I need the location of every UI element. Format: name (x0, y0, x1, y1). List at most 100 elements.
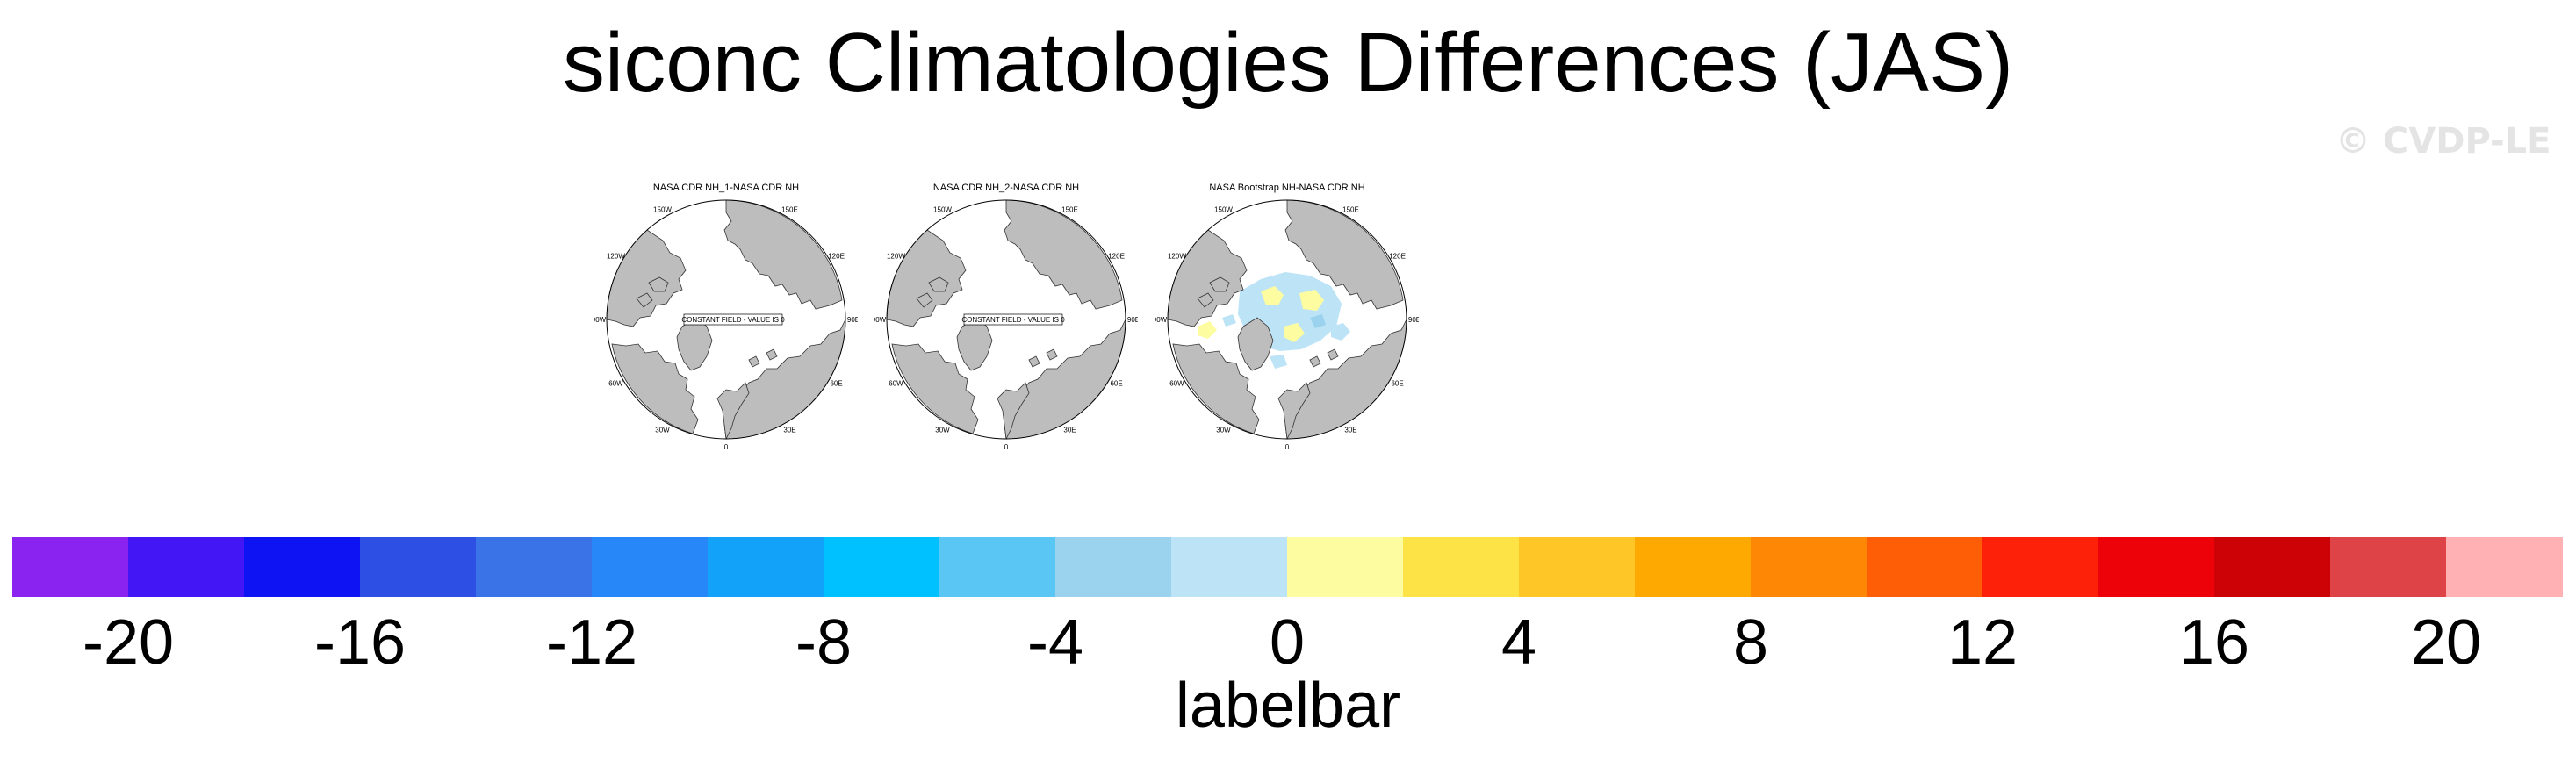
longitude-label: 30W (1216, 427, 1231, 434)
longitude-label: 150E (1342, 205, 1359, 213)
constant-field-box (683, 313, 783, 326)
panel-title: NASA CDR NH_2-NASA CDR NH (932, 183, 1080, 193)
map-border (886, 199, 1126, 440)
colorbar-tick-label: -12 (545, 607, 638, 678)
longitude-label: 60W (889, 380, 903, 388)
land-mass (1284, 200, 1404, 310)
anomaly-patch (1284, 323, 1305, 342)
colorbar-box (1867, 537, 1983, 597)
longitude-label: 90W (1155, 316, 1168, 324)
land-layer (1168, 200, 1407, 439)
colorbar (12, 537, 2563, 597)
land-mass (723, 200, 843, 310)
land-mass (1309, 355, 1321, 368)
longitude-label: 120E (1389, 253, 1406, 261)
colorbar-box (592, 537, 709, 597)
anomaly-patch (1299, 290, 1324, 311)
land-mass (716, 382, 750, 439)
longitude-label: 90E (1408, 316, 1419, 324)
colorbar-box (708, 537, 824, 597)
polar-map: 180 150E 120E 90E 60E 30E 0 30W 60W 90W 120W 150W CO… (594, 195, 858, 451)
longitude-label: 30W (935, 427, 950, 434)
anomaly-patch (1270, 355, 1287, 369)
land-mass (1028, 355, 1040, 368)
panel-title: NASA Bootstrap NH-NASA CDR NH (1209, 183, 1365, 193)
land-mass (916, 292, 933, 308)
map-panel-2: NASA CDR NH_2-NASA CDR NH 180 150E 120E 90E… (874, 183, 1138, 463)
longitude-label: 30W (655, 427, 670, 434)
land-mass (636, 292, 653, 308)
land-mass (1277, 382, 1311, 439)
constant-field-label: CONSTANT FIELD - VALUE IS 0 (681, 316, 785, 324)
longitude-label: 30E (1063, 427, 1076, 434)
longitude-label: 90W (874, 316, 887, 324)
colorbar-tick-label: -20 (82, 607, 175, 678)
longitude-label: 120E (828, 253, 845, 261)
colorbar-box (1171, 537, 1288, 597)
longitude-label: 180 (1000, 195, 1012, 197)
land-mass (1237, 317, 1274, 371)
colorbar-box (2446, 537, 2563, 597)
land-mass (1046, 348, 1058, 361)
colorbar-box (939, 537, 1056, 597)
colorbar-box (128, 537, 245, 597)
anomaly-patch (1198, 321, 1217, 339)
anomaly-patch (1222, 314, 1236, 327)
colorbar-box (476, 537, 593, 597)
colorbar-box (1287, 537, 1404, 597)
colorbar-box (2214, 537, 2331, 597)
colorbar-box (1403, 537, 1520, 597)
colorbar-box (244, 537, 361, 597)
colorbar-box (1751, 537, 1867, 597)
longitude-label: 120W (887, 253, 905, 261)
colorbar-box (2098, 537, 2215, 597)
longitude-label: 0 (724, 443, 729, 451)
land-mass (1004, 200, 1123, 310)
watermark: © CVDP-LE (2335, 121, 2551, 162)
colorbar-tick-label: -8 (795, 607, 853, 678)
land-mass (997, 382, 1030, 439)
colorbar-tick-label: 20 (2410, 607, 2482, 678)
constant-field-label: CONSTANT FIELD - VALUE IS 0 (961, 316, 1065, 324)
anomaly-patch (1331, 323, 1350, 341)
colorbar-tick-label: 16 (2178, 607, 2250, 678)
map-panel-1: NASA CDR NH_1-NASA CDR NH 180 150E 120E 90E… (594, 183, 858, 463)
land-mass (1197, 292, 1214, 308)
land-mass (1172, 343, 1260, 434)
longitude-label: 150W (933, 205, 952, 213)
colorbar-box (360, 537, 477, 597)
colorbar-box (1635, 537, 1752, 597)
land-mass (891, 343, 979, 434)
longitude-label: 150W (1214, 205, 1233, 213)
land-mass (1209, 276, 1230, 292)
colorbar-title: labelbar (1175, 671, 1401, 741)
longitude-label: 30E (1344, 427, 1356, 434)
longitude-label: 150W (653, 205, 672, 213)
longitude-label: 60E (1110, 380, 1122, 388)
longitude-label: 90W (594, 316, 607, 324)
panel-title: NASA CDR NH_1-NASA CDR NH (652, 183, 800, 193)
map-border (606, 199, 846, 440)
colorbar-tick-label: 0 (1269, 607, 1306, 678)
longitude-label: 120W (607, 253, 625, 261)
longitude-label: 60E (830, 380, 842, 388)
colorbar-tick-label: -16 (313, 607, 407, 678)
colorbar-box (2330, 537, 2447, 597)
polar-map: 180 150E 120E 90E 60E 30E 0 30W 60W 90W 120W 150W CO… (874, 195, 1138, 451)
land-mass (1327, 348, 1339, 361)
colorbar-tick-label: -4 (1026, 607, 1084, 678)
longitude-label: 90E (1127, 316, 1138, 324)
longitude-label: 120E (1108, 253, 1125, 261)
longitude-label: 60W (1169, 380, 1184, 388)
polar-map: 180 150E 120E 90E 60E 30E 0 30W 60W 90W 120W 150W (1155, 195, 1419, 451)
colorbar-tick-label: 4 (1500, 607, 1537, 678)
longitude-label: 60E (1391, 380, 1403, 388)
longitude-label: 0 (1004, 443, 1009, 451)
constant-field-box (963, 313, 1063, 326)
colorbar-box (1055, 537, 1172, 597)
land-mass (928, 276, 949, 292)
longitude-label: 60W (608, 380, 623, 388)
land-layer (607, 200, 845, 439)
longitude-label: 180 (720, 195, 732, 197)
colorbar-box (824, 537, 940, 597)
